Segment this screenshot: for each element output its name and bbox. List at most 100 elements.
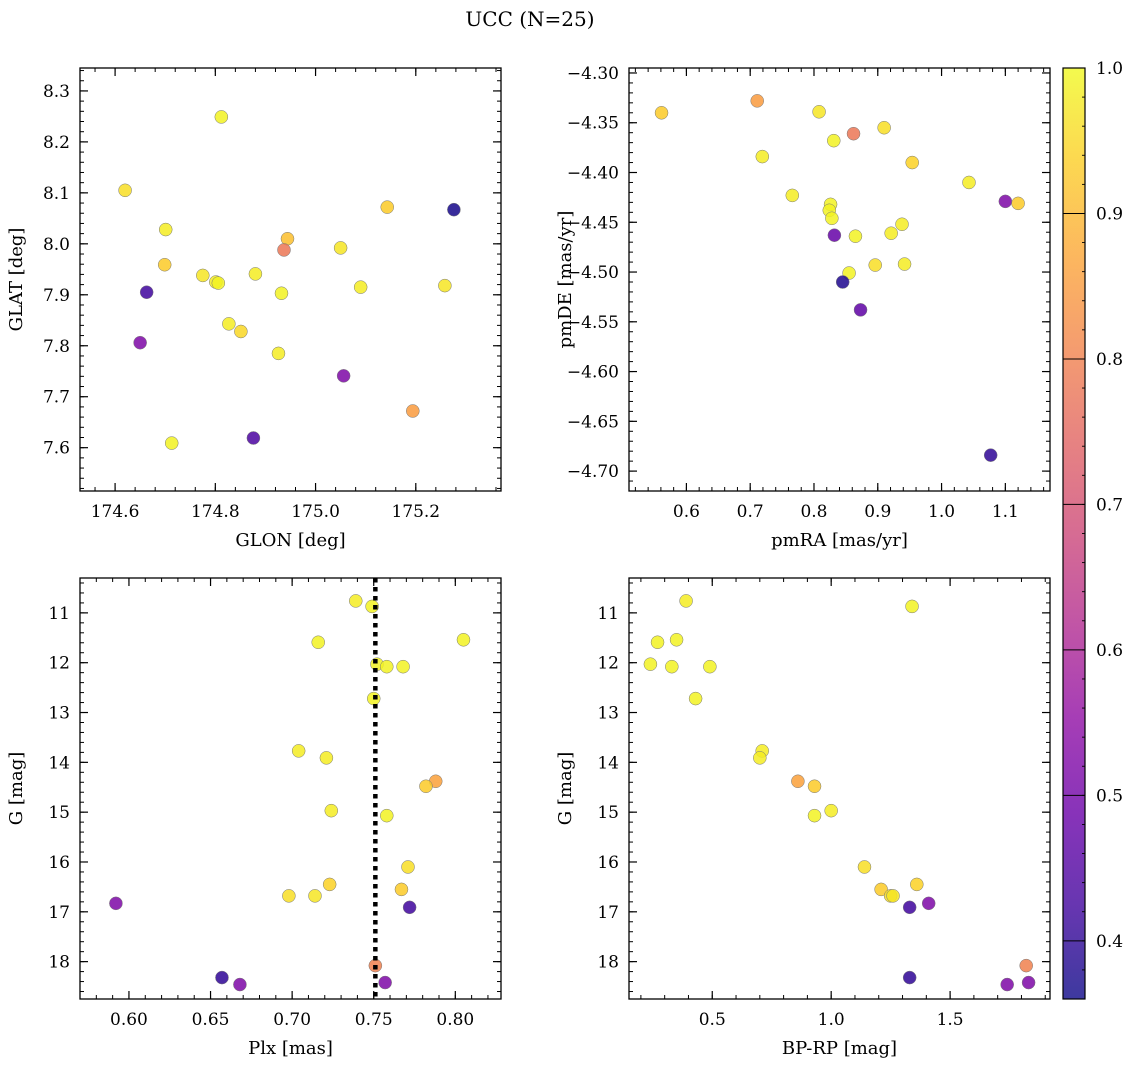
- scatter-point: [396, 659, 410, 674]
- scatter-point: [322, 877, 337, 892]
- y-tick-label: 11: [48, 604, 70, 624]
- y-tick-label: 13: [48, 704, 70, 724]
- scatter-point: [807, 808, 822, 823]
- x-tick-label: 0.8: [800, 502, 827, 522]
- scatter-point: [807, 779, 822, 794]
- scatter-point: [1019, 958, 1033, 973]
- x-tick-label: 0.60: [110, 1010, 148, 1030]
- scatter-point: [1021, 975, 1036, 990]
- scatter-point: [877, 120, 891, 135]
- scatter-point: [884, 226, 898, 240]
- scatter-point: [336, 369, 351, 383]
- y-tick-label: 17: [597, 903, 619, 923]
- scatter-point: [846, 126, 861, 141]
- x-tick-label: 0.70: [273, 1010, 311, 1030]
- scatter-point: [157, 257, 172, 272]
- scatter-point: [910, 877, 924, 892]
- scatter-point: [324, 803, 339, 818]
- colorbar-tick-label: 0.7: [1096, 495, 1123, 515]
- y-tick-label: 14: [597, 753, 619, 773]
- scatter-point: [419, 779, 433, 794]
- axes-frame: [79, 577, 502, 1000]
- figure-title: UCC (N=25): [465, 7, 594, 31]
- scatter-point: [895, 217, 909, 232]
- axes-frame: [79, 67, 502, 492]
- scatter-point: [380, 200, 394, 214]
- axes-frame: [628, 577, 1051, 1000]
- scatter-point: [246, 431, 261, 445]
- x-tick-label: 0.75: [355, 1010, 393, 1030]
- scatter-points: [643, 594, 1036, 992]
- y-axis-label: G [mag]: [555, 752, 576, 825]
- scatter-point: [378, 975, 392, 990]
- scatter-point: [271, 346, 286, 361]
- scatter-point: [233, 977, 247, 992]
- scatter-point: [196, 268, 210, 283]
- y-tick-label: 15: [597, 803, 619, 823]
- x-tick-label: 175.0: [291, 502, 340, 522]
- scatter-points: [654, 94, 1025, 462]
- scatter-point: [211, 276, 226, 290]
- x-tick-label: 0.9: [864, 502, 891, 522]
- y-tick-label: 7.7: [43, 388, 70, 408]
- scatter-point: [277, 243, 291, 257]
- scatter-point: [654, 106, 669, 120]
- scatter-point: [679, 594, 693, 608]
- colorbar-tick-label: 0.9: [1096, 204, 1123, 224]
- scatter-point: [921, 896, 936, 911]
- x-tick-label: 1.1: [992, 502, 1019, 522]
- x-tick-label: 0.80: [436, 1010, 474, 1030]
- scatter-point: [319, 751, 334, 765]
- panels: 174.6 174.8 175.0 175.2 7.6 7.7 7.8 7.9 8.0 8.1 8.…: [6, 64, 1051, 1059]
- scatter-point: [785, 188, 800, 203]
- scatter-point: [333, 241, 348, 255]
- y-tick-label: 16: [597, 853, 619, 873]
- scatter-point: [650, 635, 665, 650]
- y-tick-label: −4.35: [567, 114, 619, 134]
- y-tick-label: 8.1: [43, 184, 70, 204]
- y-tick-label: 8.3: [43, 82, 70, 102]
- scatter-point: [886, 889, 900, 903]
- scatter-point: [380, 808, 394, 823]
- panel-glon-glat: 174.6 174.8 175.0 175.2 7.6 7.7 7.8 7.9 8.0 8.1 8.…: [6, 67, 502, 551]
- scatter-point: [824, 803, 838, 818]
- panel-bprp-g: 0.5 1.0 1.5 11 12 13 14 15 16 17 18 BP-RP [mag] G [m…: [555, 577, 1051, 1059]
- scatter-point: [669, 633, 684, 647]
- y-tick-label: 16: [48, 853, 70, 873]
- colorbar-tick-label: 0.5: [1096, 786, 1123, 806]
- x-axis-label: pmRA [mas/yr]: [771, 530, 908, 551]
- scatter-point: [402, 900, 417, 915]
- scatter-point: [853, 303, 868, 317]
- x-tick-label: 1.0: [818, 1010, 845, 1030]
- y-tick-label: −4.30: [567, 64, 619, 84]
- y-tick-label: 7.8: [43, 337, 70, 357]
- scatter-point: [282, 889, 296, 903]
- y-tick-label: −4.65: [567, 412, 619, 432]
- scatter-point: [688, 691, 703, 706]
- scatter-point: [222, 317, 236, 331]
- y-tick-label: 7.9: [43, 286, 70, 306]
- scatter-point: [750, 94, 764, 108]
- scatter-points: [109, 594, 471, 992]
- x-tick-label: 1.5: [937, 1010, 964, 1030]
- colorbar: 0.4 0.5 0.6 0.7 0.8 0.9 1.0: [1062, 59, 1123, 1000]
- x-tick-label: 1.0: [928, 502, 955, 522]
- y-tick-label: −4.60: [567, 363, 619, 383]
- y-tick-label: 11: [597, 604, 619, 624]
- y-tick-label: 12: [597, 654, 619, 674]
- y-tick-label: 8.0: [43, 235, 70, 255]
- scatter-point: [133, 335, 147, 350]
- x-tick-label: 175.2: [391, 502, 440, 522]
- scatter-point: [349, 594, 363, 608]
- colorbar-tick-label: 0.4: [1096, 932, 1123, 952]
- scatter-point: [827, 228, 842, 242]
- x-tick-label: 0.7: [737, 502, 764, 522]
- x-tick-label: 174.6: [91, 502, 140, 522]
- y-tick-label: −4.70: [567, 462, 619, 482]
- scatter-point: [753, 751, 767, 765]
- scatter-point: [164, 436, 179, 450]
- scatter-point: [158, 222, 173, 237]
- x-tick-label: 0.5: [699, 1010, 726, 1030]
- scatter-point: [897, 257, 912, 271]
